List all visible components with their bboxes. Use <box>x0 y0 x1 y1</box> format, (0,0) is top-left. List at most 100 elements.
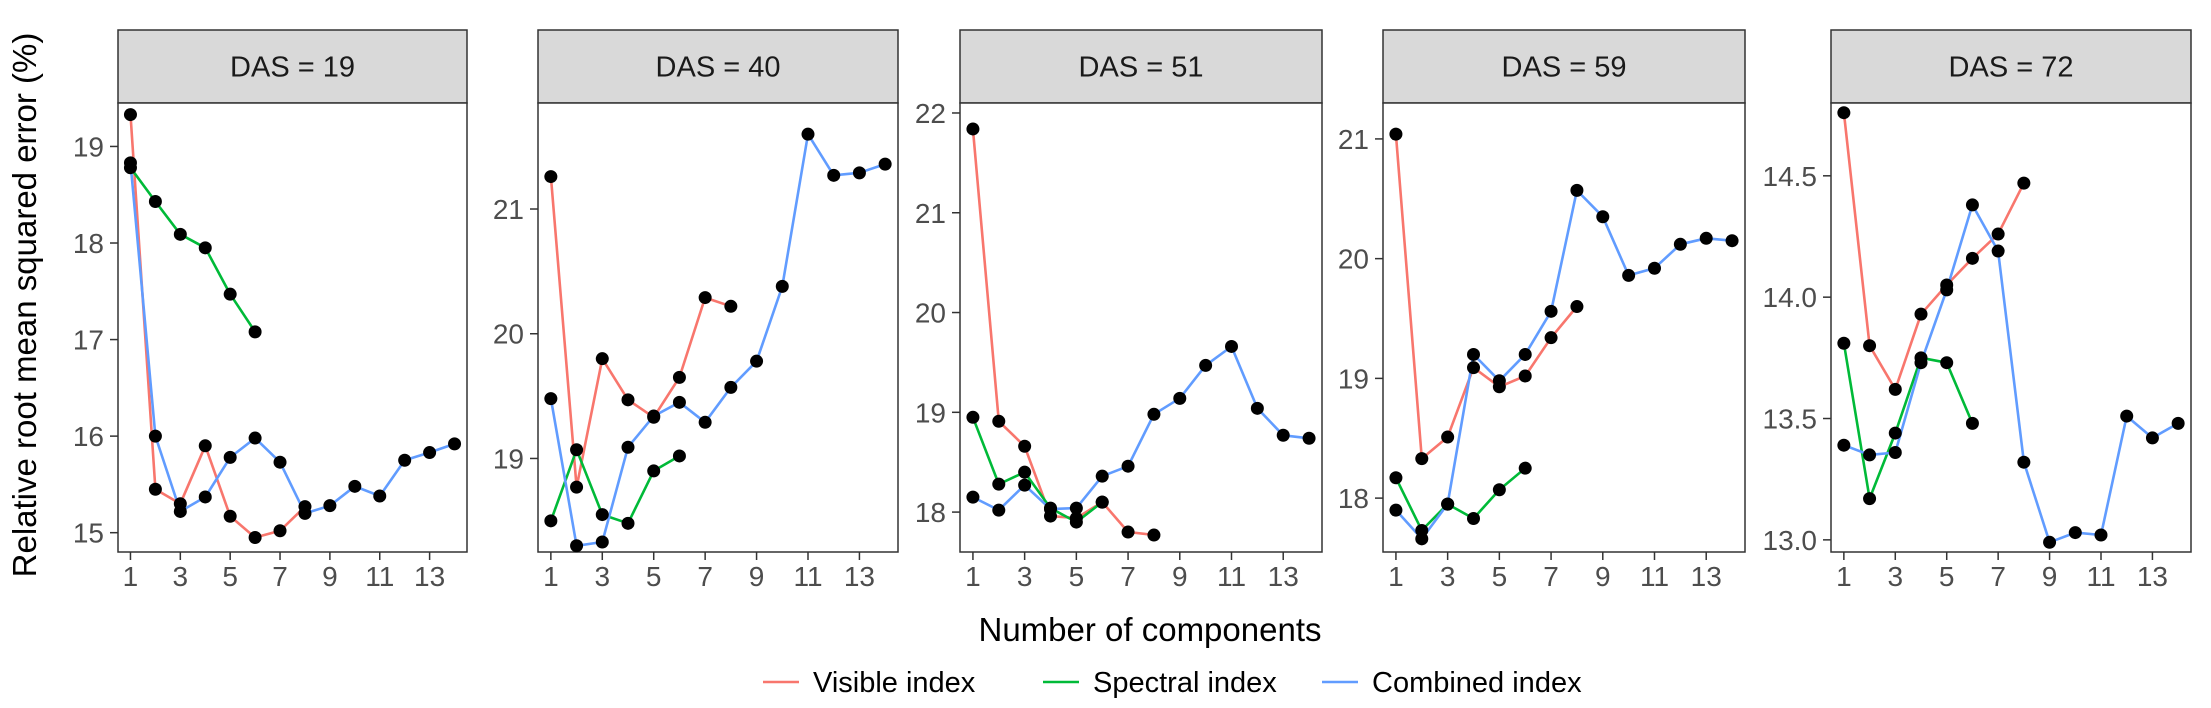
data-point-combined-index <box>273 455 287 469</box>
plot-panel <box>1830 102 2192 553</box>
series-line-visible-index <box>549 176 732 489</box>
x-tick-label: 1 <box>543 561 559 592</box>
data-point-combined-index <box>1069 501 1083 515</box>
plot-panel <box>959 102 1323 553</box>
data-point-combined-index <box>750 354 764 368</box>
data-point-combined-index <box>1991 244 2005 258</box>
series-line-spectral-index <box>1842 343 1974 500</box>
data-point-visible-index <box>248 531 262 545</box>
data-point-combined-index <box>1940 283 1954 297</box>
x-tick-label: 7 <box>1120 561 1136 592</box>
y-tick-label: 20 <box>915 298 946 329</box>
y-tick-label: 15 <box>73 518 104 549</box>
data-point-combined-index <box>1622 268 1636 282</box>
data-point-combined-index <box>878 157 892 171</box>
x-tick-label: 13 <box>1691 561 1722 592</box>
facet-strip <box>1830 29 2192 104</box>
y-tick-label: 21 <box>915 198 946 229</box>
data-point-visible-index <box>966 122 980 136</box>
data-point-combined-index <box>248 431 262 445</box>
data-point-visible-index <box>1018 439 1032 453</box>
data-point-visible-index <box>672 370 686 384</box>
data-point-combined-index <box>1467 347 1480 361</box>
data-point-spectral-index <box>1389 471 1403 485</box>
data-point-combined-index <box>1673 237 1687 251</box>
data-point-combined-index <box>1276 428 1290 442</box>
data-point-combined-index <box>1544 304 1558 318</box>
data-point-visible-index <box>1415 452 1429 466</box>
data-point-combined-index <box>1415 532 1429 546</box>
data-point-combined-index <box>1914 356 1928 370</box>
data-point-spectral-index <box>966 410 980 424</box>
x-tick-label: 11 <box>1640 561 1669 592</box>
legend-item-combined-index: Combined index <box>1322 667 1582 699</box>
data-point-spectral-index <box>223 287 237 301</box>
data-point-combined-index <box>423 446 437 460</box>
data-point-visible-index <box>1965 251 1979 265</box>
data-point-visible-index <box>1570 300 1584 314</box>
data-point-combined-index <box>570 539 584 553</box>
x-tick-label: 13 <box>844 561 875 592</box>
y-tick-label: 18 <box>915 497 946 528</box>
data-point-combined-index <box>1441 497 1455 511</box>
data-point-combined-index <box>1225 339 1238 353</box>
data-point-visible-index <box>1544 331 1558 345</box>
data-point-combined-index <box>1147 407 1161 421</box>
plot-panel <box>1382 102 1746 553</box>
data-point-visible-index <box>1991 227 2005 241</box>
data-point-combined-index <box>801 127 815 141</box>
data-point-combined-index <box>198 490 212 504</box>
data-point-combined-index <box>2094 528 2108 542</box>
x-tick-label: 11 <box>2086 561 2115 592</box>
x-tick-label: 3 <box>1017 561 1033 592</box>
plot-panel <box>537 102 899 553</box>
legend-item-visible-index: Visible index <box>763 667 976 699</box>
data-point-visible-index <box>544 170 558 184</box>
x-tick-label: 7 <box>272 561 288 592</box>
data-point-combined-index <box>448 437 462 451</box>
data-point-spectral-index <box>1492 483 1506 497</box>
data-point-combined-index <box>323 499 337 513</box>
data-point-spectral-index <box>1095 495 1109 509</box>
data-point-combined-index <box>348 479 362 493</box>
legend: Visible index Spectral index Combined inde… <box>763 667 1582 699</box>
data-point-visible-index <box>595 352 609 366</box>
data-point-combined-index <box>992 503 1006 517</box>
x-tick-label: 13 <box>1268 561 1299 592</box>
y-tick-label: 21 <box>493 194 524 225</box>
data-point-visible-index <box>1837 106 1851 120</box>
data-point-combined-index <box>1250 401 1264 415</box>
data-point-combined-index <box>1965 198 1979 212</box>
data-point-combined-index <box>1725 234 1739 248</box>
x-tick-label: 1 <box>1388 561 1404 592</box>
x-tick-label: 13 <box>2137 561 2168 592</box>
data-point-spectral-index <box>1863 492 1877 506</box>
data-point-spectral-index <box>198 241 212 255</box>
x-tick-label: 13 <box>414 561 445 592</box>
data-point-visible-index <box>1863 339 1877 353</box>
x-tick-label: 11 <box>793 561 822 592</box>
x-tick-label: 5 <box>1069 561 1085 592</box>
data-point-combined-index <box>698 415 712 429</box>
legend-item-spectral-index: Spectral index <box>1043 667 1277 699</box>
data-point-visible-index <box>724 299 738 313</box>
series-line-combined-index <box>549 132 886 548</box>
y-axis-title: Relative root mean squared error (%) <box>6 33 43 578</box>
data-point-spectral-index <box>1518 461 1532 475</box>
data-point-spectral-index <box>148 194 162 208</box>
data-point-spectral-index <box>248 325 262 339</box>
y-tick-label: 13.0 <box>1763 525 1818 556</box>
y-tick-label: 16 <box>73 421 104 452</box>
data-point-combined-index <box>827 168 841 182</box>
data-point-combined-index <box>852 166 866 180</box>
data-point-spectral-index <box>595 508 609 522</box>
data-point-combined-index <box>1095 469 1109 483</box>
data-point-combined-index <box>1173 391 1187 405</box>
x-tick-label: 9 <box>1595 561 1611 592</box>
data-point-combined-index <box>2171 416 2185 430</box>
y-tick-label: 19 <box>1338 363 1369 394</box>
